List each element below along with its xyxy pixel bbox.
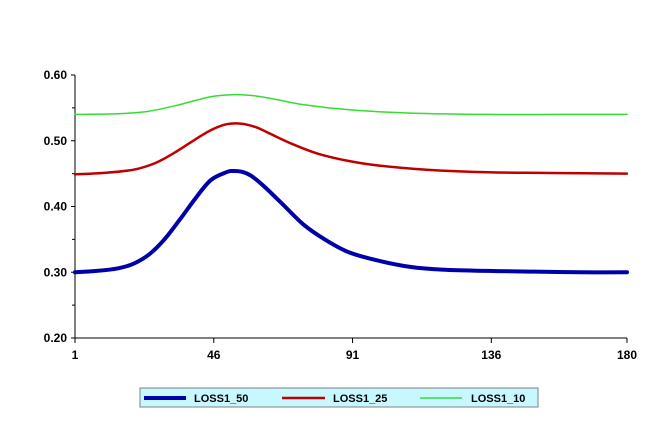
series-line-loss1-25 xyxy=(73,122,629,176)
series-line-loss1-10 xyxy=(74,93,628,116)
y-tick-label: 0.40 xyxy=(44,200,68,214)
x-tick-label: 1 xyxy=(72,348,79,362)
y-tick-label: 0.30 xyxy=(44,265,68,279)
chart-axes: 0.20 0.30 0.40 0.50 0.60 1 46 91 136 180 xyxy=(44,68,638,362)
x-tick-label: 180 xyxy=(617,348,637,362)
x-tick-label: 136 xyxy=(481,348,501,362)
series-line-loss1-50 xyxy=(73,168,629,275)
legend: LOSS1_50 LOSS1_25 LOSS1_10 xyxy=(139,387,539,408)
legend-label: LOSS1_25 xyxy=(333,393,387,405)
y-tick-label: 0.50 xyxy=(44,134,68,148)
legend-box xyxy=(139,387,539,408)
legend-label: LOSS1_10 xyxy=(471,393,525,405)
y-tick-label: 0.20 xyxy=(44,331,68,345)
x-tick-label: 46 xyxy=(207,348,221,362)
y-tick-label: 0.60 xyxy=(44,68,68,82)
legend-label: LOSS1_50 xyxy=(194,393,248,405)
series-layer xyxy=(73,93,629,275)
x-tick-label: 91 xyxy=(346,348,360,362)
